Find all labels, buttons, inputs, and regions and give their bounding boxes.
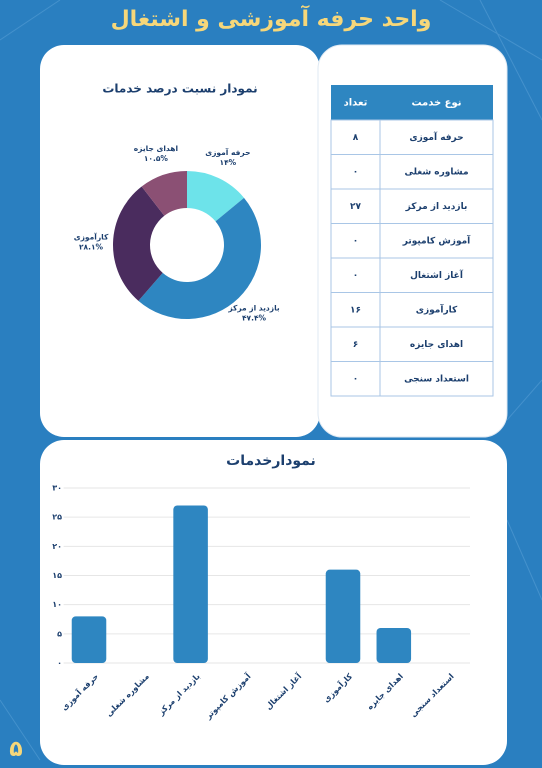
bar	[376, 628, 412, 663]
bar-card	[40, 440, 507, 765]
table-cell	[379, 119, 494, 155]
table-cell-text: آغاز اشتغال	[410, 269, 464, 281]
y-tick-label: ۱۵	[52, 571, 62, 580]
table-cell-text: اهدای جایزه	[410, 340, 463, 350]
slice-label: بازدید از مرکز	[227, 304, 280, 313]
y-tick-label: ۳۰	[52, 484, 62, 493]
bar-title: نمودارخدمات	[226, 453, 316, 469]
donut-slice	[138, 197, 262, 320]
bar	[173, 505, 208, 663]
slice-value-label: ۴۷.۴%	[242, 314, 267, 323]
table-cell-text: ۶	[353, 340, 359, 350]
donut-slice	[141, 171, 187, 216]
table-cell	[330, 257, 381, 293]
slice-label: حرفه آموزی	[205, 147, 250, 157]
table-cell-text: ۲۷	[350, 202, 361, 212]
table-cell-text: بازدید از مرکز	[405, 202, 468, 212]
table-cell-text: ۰	[353, 236, 359, 246]
table-cell	[379, 154, 494, 190]
table-header-bg	[331, 85, 493, 120]
slice-value-label: ۱۴%	[220, 158, 237, 167]
table-cell-text: ۰	[353, 374, 359, 384]
page-title: واحد حرفه آموزشی و اشتغال	[111, 4, 432, 32]
bar	[71, 616, 107, 663]
table-cell-text: استعداد سنجی	[404, 374, 469, 384]
table-cell	[379, 326, 494, 362]
table-cell	[379, 188, 494, 224]
table-header: تعداد	[344, 98, 368, 109]
y-tick-label: ۲۰	[52, 542, 62, 551]
donut-slice	[113, 186, 165, 301]
table-cell	[379, 292, 494, 328]
table-header: نوع خدمت	[411, 98, 461, 109]
table-cell-text: مشاوره شغلی	[404, 167, 468, 177]
table-cell	[330, 119, 381, 155]
table-cell	[330, 292, 381, 328]
bar	[325, 569, 361, 663]
page-number: ۵	[9, 737, 22, 762]
table-cell-text: ۱۶	[350, 305, 361, 315]
slice-label: اهدای جایزه	[134, 144, 178, 153]
table-cell	[330, 326, 381, 362]
table-cell-text: کارآموزی	[416, 303, 458, 315]
table-cell-text: ۰	[353, 167, 359, 177]
table-cell	[379, 361, 494, 397]
slice-label: کارآموزی	[74, 231, 109, 241]
table-cell	[330, 188, 381, 224]
slice-value-label: ۲۸.۱%	[79, 242, 104, 251]
donut-card	[40, 45, 320, 437]
table-cell-text: ۰	[353, 271, 359, 281]
table-cell-text: حرفه آموزی	[409, 131, 463, 143]
table-cell	[330, 154, 381, 190]
y-tick-label: ۲۵	[52, 513, 62, 522]
table-cell-text: آموزش کامپوتر	[402, 234, 471, 246]
y-tick-label: ۵	[57, 629, 62, 638]
table-cell	[330, 223, 381, 259]
slice-value-label: ۱۰.۵%	[144, 154, 169, 163]
donut-slice	[187, 171, 245, 222]
donut-title: نمودار نسبت درصد خدمات	[102, 82, 257, 97]
table-cell	[330, 361, 381, 397]
y-tick-label: ۰	[57, 659, 62, 668]
table-cell	[379, 257, 494, 293]
y-tick-label: ۱۰	[52, 600, 62, 609]
table-cell	[379, 223, 494, 259]
table-cell-text: ۸	[353, 133, 359, 143]
